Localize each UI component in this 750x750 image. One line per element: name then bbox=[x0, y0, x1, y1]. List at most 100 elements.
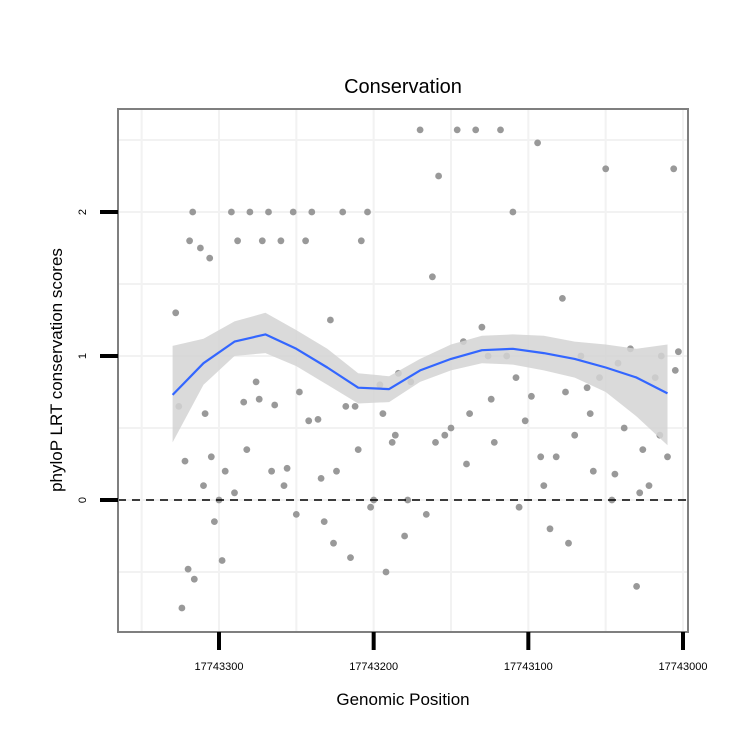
data-point bbox=[379, 410, 387, 417]
data-point bbox=[391, 431, 399, 439]
data-point bbox=[327, 316, 334, 324]
y-tick-label: 1 bbox=[77, 353, 89, 359]
data-point bbox=[268, 467, 275, 475]
data-point bbox=[611, 470, 619, 478]
data-point bbox=[357, 237, 365, 245]
data-point bbox=[190, 575, 198, 583]
data-point bbox=[388, 439, 396, 446]
data-point bbox=[189, 208, 197, 216]
data-point bbox=[562, 388, 569, 396]
data-point bbox=[416, 126, 424, 134]
data-point bbox=[184, 565, 192, 573]
data-point bbox=[521, 417, 529, 425]
x-tick-label: 17743000 bbox=[659, 661, 708, 673]
data-point bbox=[289, 208, 297, 216]
data-point bbox=[320, 518, 328, 525]
y-tick-label: 2 bbox=[77, 209, 89, 215]
data-point bbox=[317, 475, 325, 482]
data-point bbox=[206, 254, 214, 262]
data-point bbox=[509, 208, 517, 216]
data-point bbox=[342, 403, 350, 410]
data-point bbox=[472, 126, 480, 134]
data-point bbox=[670, 165, 678, 173]
data-point bbox=[296, 388, 303, 396]
data-point bbox=[207, 453, 215, 461]
data-point bbox=[243, 446, 251, 453]
data-point bbox=[583, 384, 591, 392]
data-point bbox=[478, 323, 486, 331]
data-point bbox=[512, 374, 520, 381]
plot-panel bbox=[117, 108, 689, 633]
data-point bbox=[211, 518, 218, 525]
data-point bbox=[546, 525, 554, 533]
x-tick-label: 17743100 bbox=[504, 661, 553, 673]
data-point bbox=[382, 568, 390, 576]
chart-title: Conservation bbox=[344, 76, 462, 98]
data-point bbox=[534, 139, 541, 147]
data-point bbox=[252, 378, 260, 386]
data-point bbox=[197, 244, 204, 252]
data-point bbox=[333, 467, 340, 475]
data-point bbox=[347, 554, 354, 561]
data-point bbox=[283, 464, 291, 472]
data-point bbox=[255, 395, 263, 403]
x-tick-label: 17743300 bbox=[195, 661, 244, 673]
data-point bbox=[636, 489, 644, 497]
data-point bbox=[246, 208, 254, 216]
data-point bbox=[228, 208, 235, 216]
data-point bbox=[565, 539, 572, 547]
data-point bbox=[364, 208, 371, 216]
data-point bbox=[633, 583, 640, 590]
data-point bbox=[552, 453, 560, 461]
data-point bbox=[367, 503, 374, 511]
data-point bbox=[664, 453, 671, 461]
data-point bbox=[602, 165, 610, 173]
data-point bbox=[537, 453, 545, 461]
data-point bbox=[181, 457, 189, 465]
data-point bbox=[453, 126, 461, 134]
data-point bbox=[466, 410, 473, 417]
data-point bbox=[401, 532, 408, 540]
data-point bbox=[186, 237, 194, 245]
data-point bbox=[571, 431, 579, 439]
data-point bbox=[675, 348, 682, 356]
data-point bbox=[435, 172, 442, 180]
data-point bbox=[218, 557, 226, 564]
x-tick-label: 17743200 bbox=[349, 661, 398, 673]
data-point bbox=[234, 237, 242, 245]
data-point bbox=[265, 208, 272, 216]
data-point bbox=[308, 208, 316, 216]
data-point bbox=[490, 439, 498, 446]
data-point bbox=[487, 395, 495, 403]
data-point bbox=[292, 511, 300, 518]
data-point bbox=[447, 424, 455, 432]
data-point bbox=[645, 482, 653, 489]
data-point bbox=[280, 482, 288, 489]
data-point bbox=[559, 295, 566, 302]
data-point bbox=[441, 431, 449, 439]
data-point bbox=[330, 539, 337, 547]
data-point bbox=[589, 467, 597, 475]
data-point bbox=[515, 503, 523, 511]
y-tick-label: 0 bbox=[77, 497, 89, 503]
data-point bbox=[277, 237, 285, 245]
x-axis-title: Genomic Position bbox=[336, 690, 469, 709]
data-point bbox=[497, 126, 504, 134]
data-point bbox=[422, 511, 430, 518]
data-point bbox=[528, 392, 535, 400]
confidence-ribbon bbox=[172, 312, 668, 446]
data-point bbox=[351, 403, 359, 410]
data-point bbox=[302, 237, 309, 245]
data-point bbox=[271, 401, 279, 409]
data-point bbox=[540, 482, 548, 489]
data-point bbox=[432, 439, 439, 446]
data-point bbox=[620, 424, 628, 432]
data-point bbox=[404, 496, 412, 504]
data-point bbox=[463, 460, 470, 468]
data-point bbox=[639, 446, 647, 453]
data-point bbox=[429, 273, 436, 281]
data-point bbox=[339, 208, 347, 216]
smooth-line bbox=[171, 333, 669, 396]
data-point bbox=[240, 398, 248, 406]
